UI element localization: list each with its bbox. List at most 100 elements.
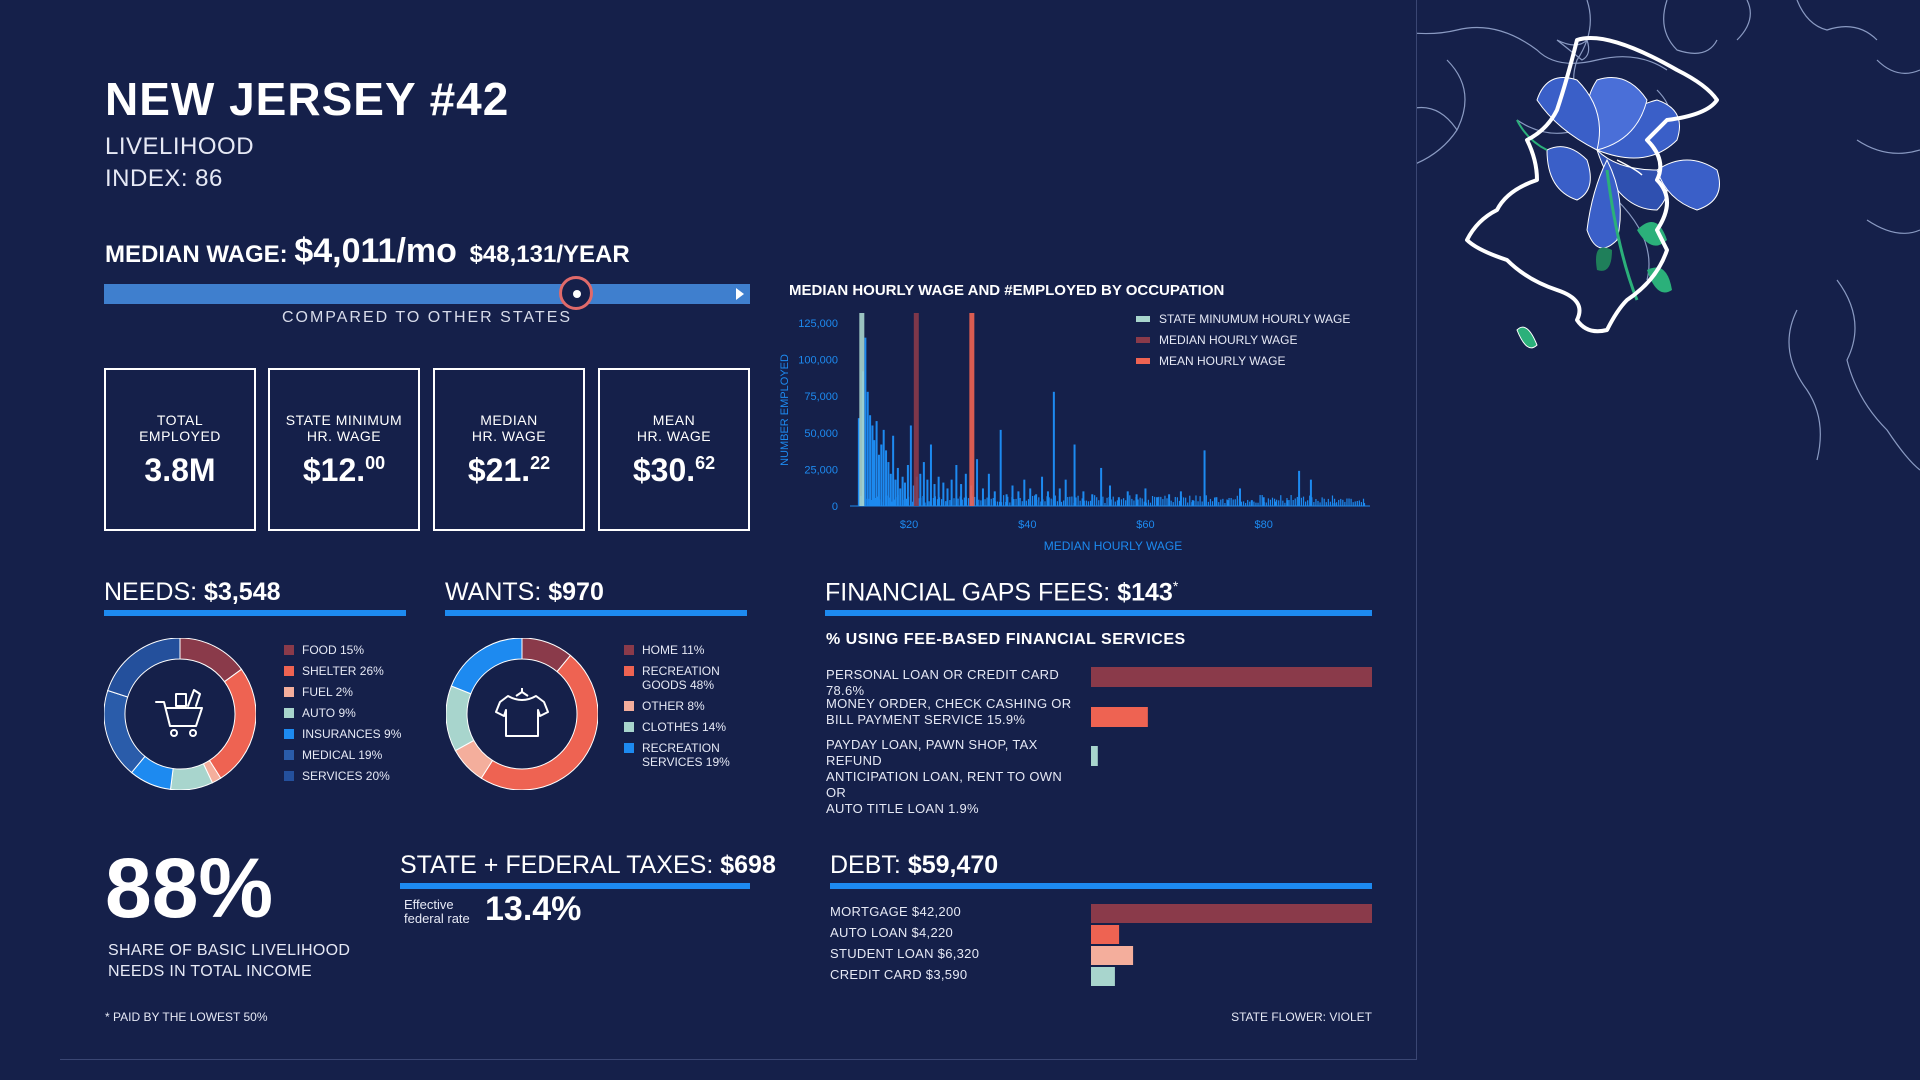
compared-label: COMPARED TO OTHER STATES [281,309,573,326]
occupation-bar [1031,495,1034,506]
occupation-bar [881,501,883,506]
occupation-bar [1069,496,1071,506]
occupation-bar [1106,497,1108,506]
occupation-bar [1273,498,1276,506]
legend-label: INSURANCES 9% [302,727,402,741]
federal-rate-label-line: Effective [404,897,454,912]
needs-heading: NEEDS: $3,548 [104,578,281,607]
occupation-bar [1234,499,1236,506]
occupation-bar [947,502,949,506]
legend-label: HOME 11% [642,643,705,657]
occupation-bar [1245,502,1247,506]
county-lines [1417,0,1920,471]
occupation-bar [1193,500,1195,506]
occupation-bar [1154,496,1156,506]
debt-label: AUTO LOAN $4,220 [830,925,954,940]
occupation-bar [1060,501,1063,506]
occupation-bar [1298,501,1300,506]
occupation-bar [1067,497,1069,506]
occupation-bar [1230,497,1232,506]
share-percentage: 88% [105,841,274,935]
occupation-bar [878,499,881,506]
reference-line [859,313,865,506]
donut-slice [179,638,243,683]
occupation-bar [1102,496,1104,506]
occupation-bar [946,488,949,506]
occupation-bar [1187,502,1189,506]
occupation-bar [903,499,905,506]
occupation-bar [1009,502,1011,506]
occupation-bar [872,498,874,506]
new-jersey-map-illustration [1417,0,1920,471]
occupation-bar [1338,499,1340,506]
occupation-bar [891,501,893,506]
occupation-bar [1176,497,1178,506]
stat-label: MEAN [652,412,696,428]
occupation-bar [1274,501,1277,506]
wants-donut-chart [446,638,598,790]
occupation-bar [1302,496,1305,506]
occupation-bar [1065,495,1067,506]
occupation-bar [1156,497,1158,506]
occupation-bar [1251,501,1253,506]
stat-label: TOTAL [156,412,204,428]
needs-legend: FOOD 15% SHELTER 26% FUEL 2% AUTO 9% INSURAN… [284,643,444,788]
occupation-bar [1213,497,1216,506]
occupation-bar [858,495,860,506]
occupation-bar [1317,500,1319,506]
occupation-bar [1344,501,1346,506]
occupation-bar [981,488,984,506]
occupation-bar [1054,495,1056,506]
y-tick-label: 50,000 [804,428,838,440]
occupation-bar [887,462,890,506]
occupation-bar [920,497,922,506]
occupation-bar [864,495,866,506]
occupation-bar [1216,501,1218,506]
occupation-bar [1262,497,1265,506]
occupation-bar [897,495,899,506]
occupation-bar [874,497,877,506]
occupation-bar [1058,495,1061,506]
occupation-bar [1269,499,1272,506]
stat-label: HR. WAGE [636,428,712,444]
x-tick-label: $20 [900,519,918,531]
occupation-bar [1003,495,1005,506]
occupation-bar [1267,498,1269,506]
needs-donut-chart [104,638,256,790]
occupation-bar [999,429,1002,506]
legend-label: MEDIAN HOURLY WAGE [1159,333,1297,347]
occupation-bar [1271,497,1274,506]
occupation-bar [1131,498,1133,506]
taxes-value: $698 [720,851,776,879]
occupation-bar [1313,502,1315,506]
occupation-bar [1191,500,1194,506]
fee-service-bar [1091,746,1098,766]
occupation-bar [894,479,897,506]
occupation-bar [1329,501,1332,506]
federal-rate-label: Effective federal rate [404,898,470,926]
occupation-bar [1021,501,1023,506]
occupation-bar [1144,488,1147,506]
legend-label: CLOTHES 14% [642,720,727,734]
occupation-bar [1280,495,1282,506]
occupation-bar [976,499,978,506]
wants-heading: WANTS: $970 [445,578,604,607]
donut-slice [446,685,475,752]
legend-swatch [1136,358,1150,364]
occupation-bar [978,499,980,506]
fin-label-personal-loan: PERSONAL LOAN OR CREDIT CARD 78.6% [826,667,1086,699]
shopping-cart-icon [155,689,203,737]
x-axis-label: MEDIAN HOURLY WAGE [1044,539,1182,553]
occupation-bar [887,495,889,506]
occupation-bar [1073,444,1076,506]
occupation-bar [1023,499,1025,506]
occupation-bar [1064,479,1067,506]
occupation-bar [882,429,885,506]
legend-label: FUEL 2% [302,685,353,699]
occupation-bar [1362,498,1365,506]
occupation-bar [1331,495,1334,506]
wants-label: WANTS: [445,578,542,606]
occupation-bar [1304,501,1307,506]
occupation-bar [1041,476,1044,506]
occupation-bar [1038,497,1040,506]
